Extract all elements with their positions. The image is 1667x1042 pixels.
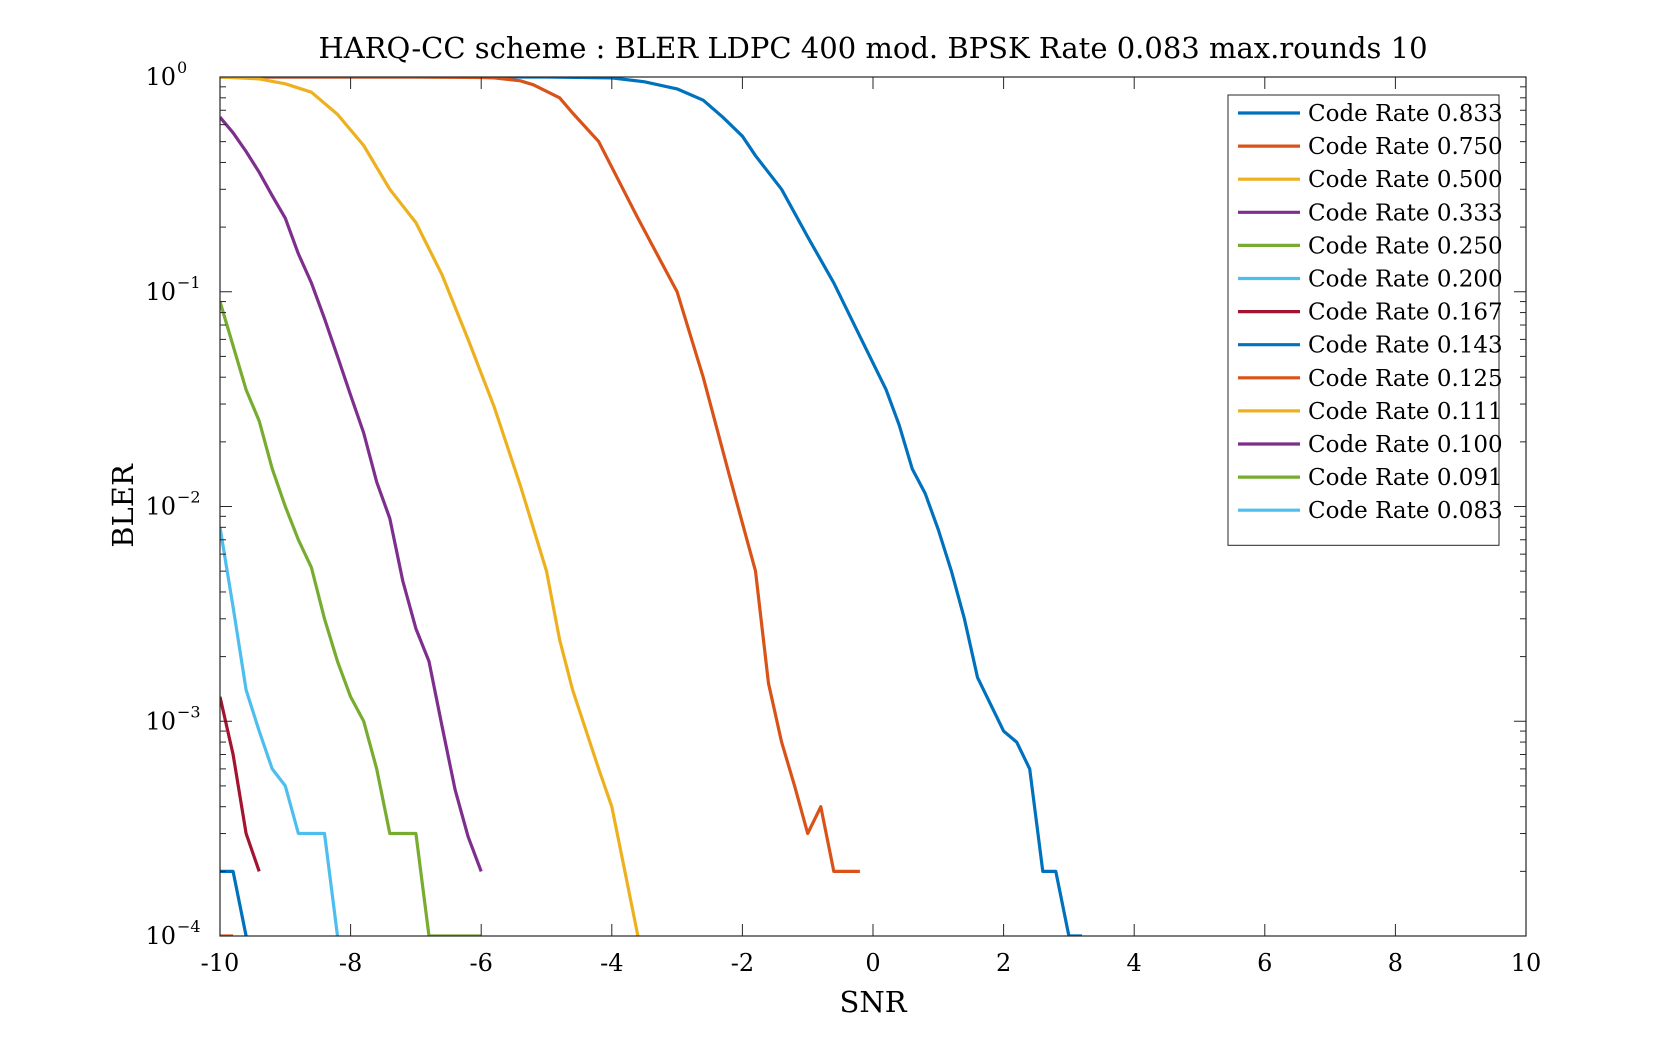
legend-label: Code Rate 0.833 (1308, 101, 1503, 127)
y-tick-exponent: −3 (177, 702, 201, 721)
legend-label: Code Rate 0.250 (1308, 233, 1503, 259)
x-tick-label: -10 (201, 949, 240, 977)
x-tick-label: 8 (1388, 949, 1403, 977)
x-tick-label: -6 (470, 949, 493, 977)
y-axis-label: BLER (106, 463, 140, 548)
legend-label: Code Rate 0.200 (1308, 267, 1503, 293)
y-tick-exponent: 0 (177, 58, 187, 77)
x-tick-label: 10 (1511, 949, 1542, 977)
series-line-1 (220, 77, 860, 874)
legend-label: Code Rate 0.500 (1308, 167, 1503, 193)
legend-label: Code Rate 0.083 (1308, 498, 1503, 524)
legend: Code Rate 0.833 Code Rate 0.750 Code Rate … (1227, 94, 1503, 546)
x-tick-label: 0 (865, 949, 880, 977)
series-line-3 (220, 116, 483, 872)
y-tick-label: 10 (145, 63, 176, 91)
legend-label: Code Rate 0.100 (1308, 432, 1503, 458)
series-line-0 (220, 77, 1082, 936)
x-tick-label: 6 (1257, 949, 1272, 977)
legend-label: Code Rate 0.091 (1308, 465, 1503, 491)
x-tick-label: -2 (731, 949, 754, 977)
legend-label: Code Rate 0.750 (1308, 134, 1503, 160)
y-tick-exponent: −4 (177, 917, 201, 936)
series-line-5 (220, 527, 340, 936)
y-tick-label: 10 (145, 278, 176, 306)
series-layer (220, 77, 1082, 936)
legend-label: Code Rate 0.167 (1308, 300, 1503, 326)
x-axis-label: SNR (839, 985, 907, 1019)
legend-label: Code Rate 0.125 (1308, 366, 1503, 392)
x-tick-label: 4 (1127, 949, 1142, 977)
legend-label: Code Rate 0.111 (1308, 399, 1503, 425)
x-tick-label: -4 (600, 949, 623, 977)
x-tick-labels: -10 -8 -6 -4 -2 0 2 4 6 8 10 (201, 949, 1542, 977)
y-tick-exponent: −2 (177, 488, 201, 507)
series-line-6 (220, 696, 261, 872)
chart-title: HARQ-CC scheme : BLER LDPC 400 mod. BPSK… (318, 31, 1427, 65)
y-tick-exponent: −1 (177, 273, 201, 292)
series-line-4 (220, 301, 482, 936)
legend-box (1227, 94, 1500, 546)
x-tick-label: -8 (339, 949, 362, 977)
x-tick-label: 2 (996, 949, 1011, 977)
legend-label: Code Rate 0.333 (1308, 200, 1503, 226)
y-tick-label: 10 (145, 707, 176, 735)
plot-frame (219, 76, 1527, 937)
series-line-2 (220, 77, 640, 936)
legend-label: Code Rate 0.143 (1308, 333, 1503, 359)
y-tick-label: 10 (145, 922, 176, 950)
y-tick-label: 10 (145, 493, 176, 521)
